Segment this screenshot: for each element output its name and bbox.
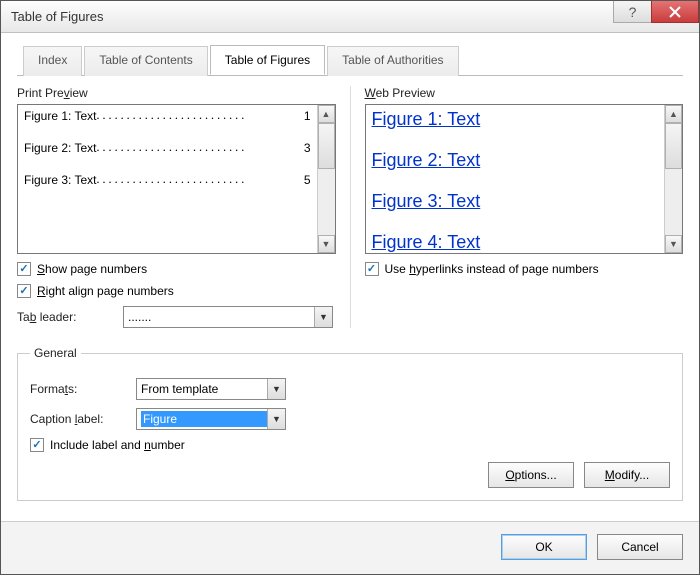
right-align-checkbox[interactable] xyxy=(17,284,31,298)
chevron-down-icon[interactable]: ▼ xyxy=(267,379,285,399)
scroll-thumb[interactable] xyxy=(318,123,335,169)
scroll-up-icon[interactable]: ▲ xyxy=(665,105,682,123)
tab-toc[interactable]: Table of Contents xyxy=(84,46,207,76)
web-link: Figure 3: Text xyxy=(372,191,659,212)
caption-label-select[interactable]: Figure ▼ xyxy=(136,408,286,430)
web-link: Figure 1: Text xyxy=(372,109,659,130)
panel-divider xyxy=(350,86,351,328)
ok-button[interactable]: OK xyxy=(501,534,587,560)
cancel-button[interactable]: Cancel xyxy=(597,534,683,560)
scroll-down-icon[interactable]: ▼ xyxy=(318,235,335,253)
right-align-label: Right align page numbers xyxy=(37,284,174,298)
tab-leader-select[interactable]: ....... ▼ xyxy=(123,306,333,328)
web-link: Figure 2: Text xyxy=(372,150,659,171)
show-page-numbers-row[interactable]: Show page numbers xyxy=(17,262,336,276)
tab-leader-label: Tab leader: xyxy=(17,310,117,324)
close-button[interactable] xyxy=(651,1,699,23)
web-preview-panel: Web Preview Figure 1: Text Figure 2: Tex… xyxy=(365,86,684,328)
formats-select[interactable]: From template ▼ xyxy=(136,378,286,400)
print-entry: Figure 3: Text.........................5 xyxy=(24,173,311,187)
tab-toa[interactable]: Table of Authorities xyxy=(327,46,458,76)
print-preview-box: Figure 1: Text.........................1… xyxy=(17,104,336,254)
right-align-row[interactable]: Right align page numbers xyxy=(17,284,336,298)
caption-label-row: Caption label: Figure ▼ xyxy=(30,408,670,430)
dialog-buttons: OK Cancel xyxy=(1,521,699,574)
modify-button[interactable]: Modify... xyxy=(584,462,670,488)
tab-index[interactable]: Index xyxy=(23,46,82,76)
general-legend: General xyxy=(30,346,81,360)
formats-label: Formats: xyxy=(30,382,130,396)
use-hyperlinks-label: Use hyperlinks instead of page numbers xyxy=(385,262,599,276)
help-button[interactable]: ? xyxy=(613,1,651,23)
print-preview-scrollbar[interactable]: ▲ ▼ xyxy=(317,105,335,253)
chevron-down-icon[interactable]: ▼ xyxy=(314,307,332,327)
print-entry: Figure 1: Text.........................1 xyxy=(24,109,311,123)
chevron-down-icon[interactable]: ▼ xyxy=(267,409,285,429)
print-preview-label: Print Preview xyxy=(17,86,336,100)
preview-panels: Print Preview Figure 1: Text............… xyxy=(17,86,683,328)
caption-label-label: Caption label: xyxy=(30,412,130,426)
tab-leader-row: Tab leader: ....... ▼ xyxy=(17,306,336,328)
show-page-numbers-checkbox[interactable] xyxy=(17,262,31,276)
use-hyperlinks-row[interactable]: Use hyperlinks instead of page numbers xyxy=(365,262,684,276)
scroll-down-icon[interactable]: ▼ xyxy=(665,235,682,253)
window-title: Table of Figures xyxy=(11,9,613,24)
tab-strip: Index Table of Contents Table of Figures… xyxy=(17,45,683,76)
dialog-content: Index Table of Contents Table of Figures… xyxy=(1,33,699,574)
use-hyperlinks-checkbox[interactable] xyxy=(365,262,379,276)
include-label-checkbox[interactable] xyxy=(30,438,44,452)
include-label-row[interactable]: Include label and number xyxy=(30,438,670,452)
show-page-numbers-label: Show page numbers xyxy=(37,262,147,276)
web-preview-label: Web Preview xyxy=(365,86,684,100)
web-preview-box: Figure 1: Text Figure 2: Text Figure 3: … xyxy=(365,104,684,254)
general-buttons: Options... Modify... xyxy=(30,462,670,488)
tab-tof[interactable]: Table of Figures xyxy=(210,45,325,75)
print-entry: Figure 2: Text.........................3 xyxy=(24,141,311,155)
options-button[interactable]: Options... xyxy=(488,462,574,488)
titlebar: Table of Figures ? xyxy=(1,1,699,33)
print-preview-content: Figure 1: Text.........................1… xyxy=(18,105,317,253)
scroll-thumb[interactable] xyxy=(665,123,682,169)
formats-row: Formats: From template ▼ xyxy=(30,378,670,400)
web-preview-scrollbar[interactable]: ▲ ▼ xyxy=(664,105,682,253)
dialog-window: Table of Figures ? Index Table of Conten… xyxy=(0,0,700,575)
web-link: Figure 4: Text xyxy=(372,232,659,253)
print-preview-panel: Print Preview Figure 1: Text............… xyxy=(17,86,336,328)
scroll-up-icon[interactable]: ▲ xyxy=(318,105,335,123)
include-label-label: Include label and number xyxy=(50,438,185,452)
web-preview-content: Figure 1: Text Figure 2: Text Figure 3: … xyxy=(366,105,665,253)
general-group: General Formats: From template ▼ Caption… xyxy=(17,346,683,501)
